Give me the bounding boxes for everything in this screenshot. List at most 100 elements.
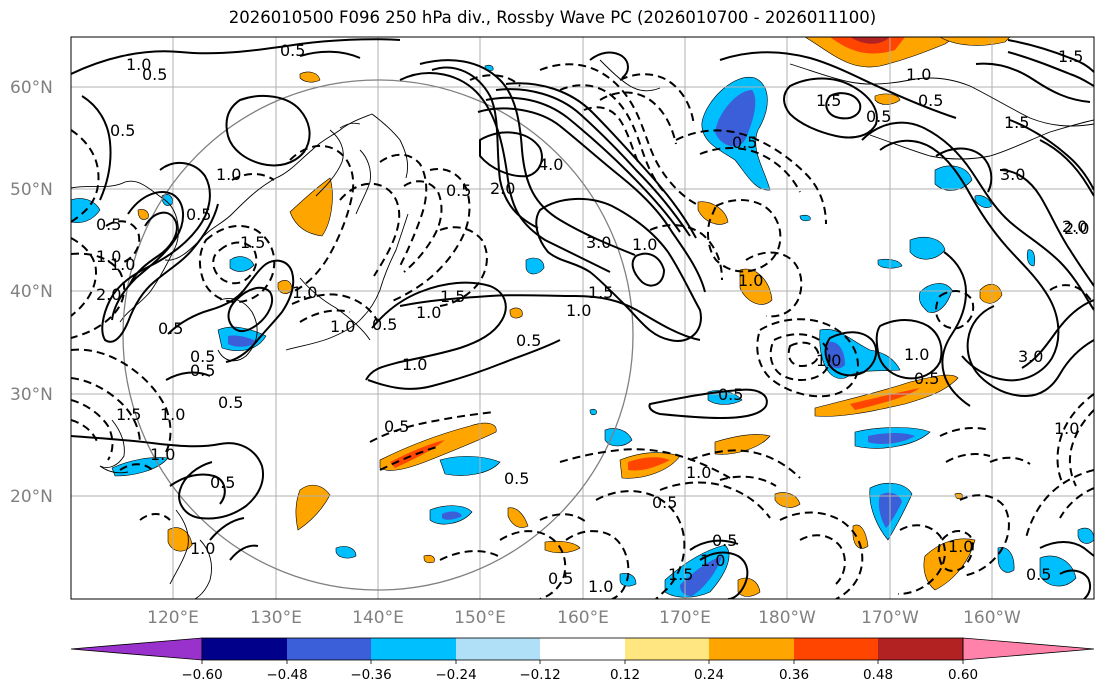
shading-negative (799, 214, 811, 222)
colorbar-tick-label: 0.24 (694, 667, 724, 683)
shading-negative (680, 556, 722, 596)
contour-label: 1.5 (1058, 47, 1083, 66)
lon-label: 170°W (861, 608, 919, 628)
colorbar-tick-label: 0.12 (610, 667, 640, 683)
contour-label: 1.0 (700, 551, 725, 570)
lat-label: 40°N (10, 282, 53, 302)
contour-label: 1.0 (150, 445, 175, 464)
contour-label: 1.0 (816, 351, 841, 370)
shading-positive (289, 177, 333, 237)
lat-label: 60°N (10, 78, 53, 98)
contour-labels: 0.5 1.0 1.5 2.0 3.0 4.0 0.5 1.0 1.5 0.5 … (96, 41, 1089, 596)
lon-label: 160°E (557, 608, 609, 628)
contour-label: 0.5 (504, 469, 529, 488)
contour-label: 0.5 (516, 331, 541, 350)
contour-label: 1.0 (126, 55, 151, 74)
contour-label: 0.5 (110, 121, 135, 140)
contour-label: 0.5 (96, 215, 121, 234)
colorbar-tick-label: −0.12 (519, 667, 560, 683)
contour-label: 0.5 (186, 205, 211, 224)
lon-label: 130°E (250, 608, 302, 628)
latitude-labels: 60°N 50°N 40°N 30°N 20°N (10, 78, 53, 507)
shading-positive (299, 71, 321, 83)
shading-positive (507, 507, 529, 528)
shading-positive (852, 524, 869, 549)
contour-label: 3.0 (1000, 165, 1025, 184)
lon-label: 150°E (454, 608, 506, 628)
contour-label: 0.5 (210, 473, 235, 492)
map-frame (70, 36, 1095, 600)
colorbar-ticks (201, 660, 964, 664)
shading-positive (167, 527, 193, 552)
shading-negative (111, 457, 169, 477)
contour-label: 1.5 (816, 91, 841, 110)
colorbar-tick-label: 0.48 (863, 667, 893, 683)
colorbar-tick-label: −0.48 (266, 667, 307, 683)
contour-label: 1.0 (588, 577, 613, 596)
contour-label: 1.0 (402, 355, 427, 374)
contour-label: 3.0 (1018, 347, 1043, 366)
colorbar-segment (540, 638, 625, 660)
contour-label: 1.0 (110, 255, 135, 274)
reference-circle (122, 79, 634, 591)
contour-label: 1.5 (588, 283, 613, 302)
colorbar-tick-label: 0.36 (779, 667, 809, 683)
contour-label: 0.5 (218, 393, 243, 412)
lon-label: 180°W (758, 608, 816, 628)
shading-negative (442, 511, 462, 520)
shading-negative (589, 408, 597, 416)
coastlines (71, 59, 1094, 599)
shading-negative (335, 546, 357, 559)
contour-label: 0.5 (732, 133, 757, 152)
contour-label: 2.0 (490, 179, 515, 198)
lon-label: 160°W (963, 608, 1021, 628)
lat-label: 30°N (10, 385, 53, 405)
shading-positive (714, 434, 771, 455)
shading-negative (715, 90, 756, 147)
shading-positive (509, 307, 523, 319)
contour-label: 0.5 (1026, 565, 1051, 584)
colorbar-segment (371, 638, 456, 660)
colorbar-tick-label: −0.24 (435, 667, 476, 683)
shading-negative (439, 456, 501, 476)
contour-label: 1.0 (292, 283, 317, 302)
shading-positive (979, 283, 1003, 304)
contour-label: 0.5 (712, 531, 737, 550)
contour-label: 1.0 (686, 463, 711, 482)
contour-label: 0.5 (158, 319, 183, 338)
contour-label: 0.5 (190, 361, 215, 380)
contour-label: 1.0 (160, 405, 185, 424)
shading-positive (423, 554, 435, 564)
contour-label: 1.0 (566, 301, 591, 320)
colorbar-tick-label: −0.36 (350, 667, 391, 683)
contour-label: 1.5 (668, 565, 693, 584)
shading-positive (850, 37, 890, 44)
shading-negative (228, 335, 258, 347)
colorbar: −0.60 −0.48 −0.36 −0.24 −0.12 0.12 0.24 … (70, 637, 1095, 683)
contour-label: 0.5 (914, 369, 939, 388)
contour-label: 0.5 (918, 91, 943, 110)
lon-label: 140°E (352, 608, 404, 628)
shading-positive (137, 209, 149, 220)
colorbar-segment (202, 638, 287, 660)
contour-label: 1.5 (240, 233, 265, 252)
contour-label: 4.0 (538, 155, 563, 174)
colorbar-segment (878, 638, 963, 660)
contour-label: 0.5 (718, 385, 743, 404)
colorbar-tick-label: 0.60 (948, 667, 978, 683)
contour-label: 0.5 (866, 107, 891, 126)
contour-label: 0.5 (384, 417, 409, 436)
shading-negative (826, 341, 845, 369)
shading-negative (229, 256, 255, 272)
colorbar-segment (794, 638, 878, 660)
contour-label: 2.0 (1062, 217, 1087, 236)
colorbar-segment (287, 638, 371, 660)
shading-negative (525, 257, 545, 275)
colorbar-tick-label: −0.60 (181, 667, 222, 683)
contour-label: 1.0 (96, 247, 121, 266)
contour-label: 1.0 (738, 271, 763, 290)
colorbar-segment (70, 637, 203, 661)
positive-contours (71, 38, 1094, 599)
contour-label: 1.0 (904, 345, 929, 364)
